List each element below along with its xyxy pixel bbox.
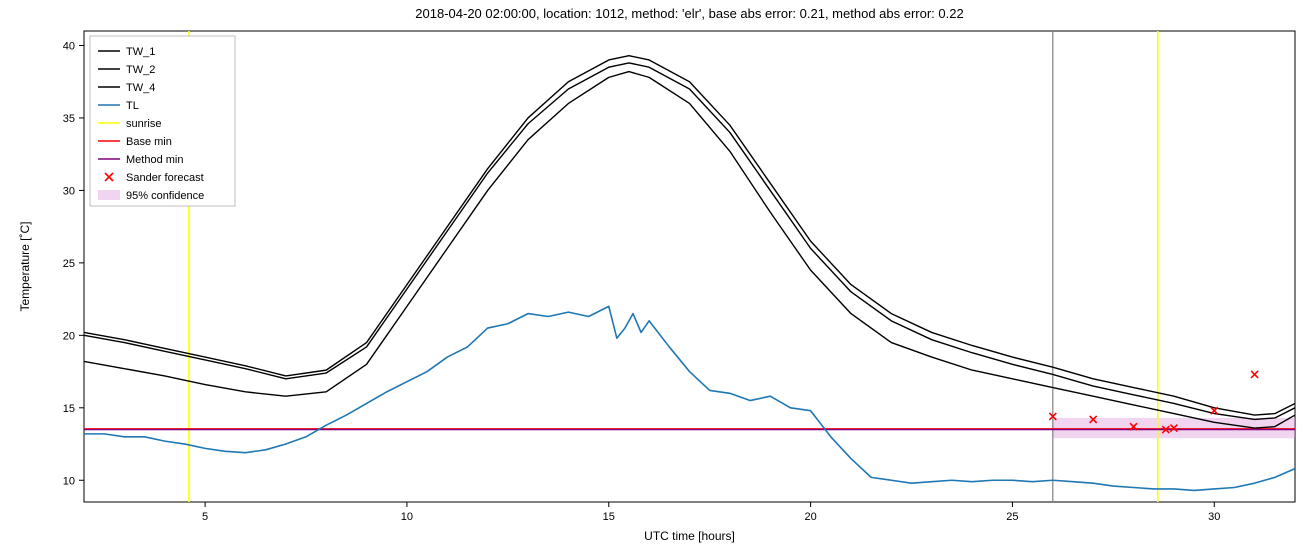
- series-tl: [84, 306, 1295, 490]
- legend-label: Sander forecast: [126, 172, 204, 184]
- y-tick-label: 35: [63, 113, 75, 125]
- x-tick-label: 15: [603, 511, 615, 523]
- y-tick-label: 15: [63, 403, 75, 415]
- legend: TW_1 TW_2 TW_4 TL sunrise Base min Method min S…: [90, 36, 235, 206]
- x-axis-label: UTC time [hours]: [644, 529, 735, 543]
- x-tick-label: 30: [1208, 511, 1220, 523]
- x-tick-label: 20: [804, 511, 816, 523]
- y-tick-label: 25: [63, 258, 75, 270]
- y-tick-label: 30: [63, 185, 75, 197]
- y-tick-label: 10: [63, 475, 75, 487]
- y-tick-label: 40: [63, 40, 75, 52]
- series-tw1: [84, 56, 1295, 415]
- x-tick-label: 10: [401, 511, 413, 523]
- legend-label: TW_2: [126, 64, 155, 76]
- x-tick-label: 5: [202, 511, 208, 523]
- chart-container: 2018-04-20 02:00:00, location: 1012, met…: [0, 0, 1310, 547]
- y-tick-label: 20: [63, 330, 75, 342]
- legend-label: Method min: [126, 154, 183, 166]
- legend-label: TL: [126, 100, 139, 112]
- series-tw4: [84, 72, 1295, 429]
- legend-label: sunrise: [126, 118, 161, 130]
- series-tw2: [84, 63, 1295, 420]
- legend-swatch: [98, 190, 120, 200]
- legend-label: TW_4: [126, 82, 155, 94]
- plot-content: [84, 31, 1295, 502]
- legend-label: Base min: [126, 136, 172, 148]
- legend-label: TW_1: [126, 46, 155, 58]
- legend-label: 95% confidence: [126, 190, 204, 202]
- y-axis-label: Temperature [˚C]: [18, 221, 32, 311]
- chart-svg: 2018-04-20 02:00:00, location: 1012, met…: [0, 0, 1310, 547]
- x-tick-label: 25: [1006, 511, 1018, 523]
- chart-title: 2018-04-20 02:00:00, location: 1012, met…: [415, 6, 963, 21]
